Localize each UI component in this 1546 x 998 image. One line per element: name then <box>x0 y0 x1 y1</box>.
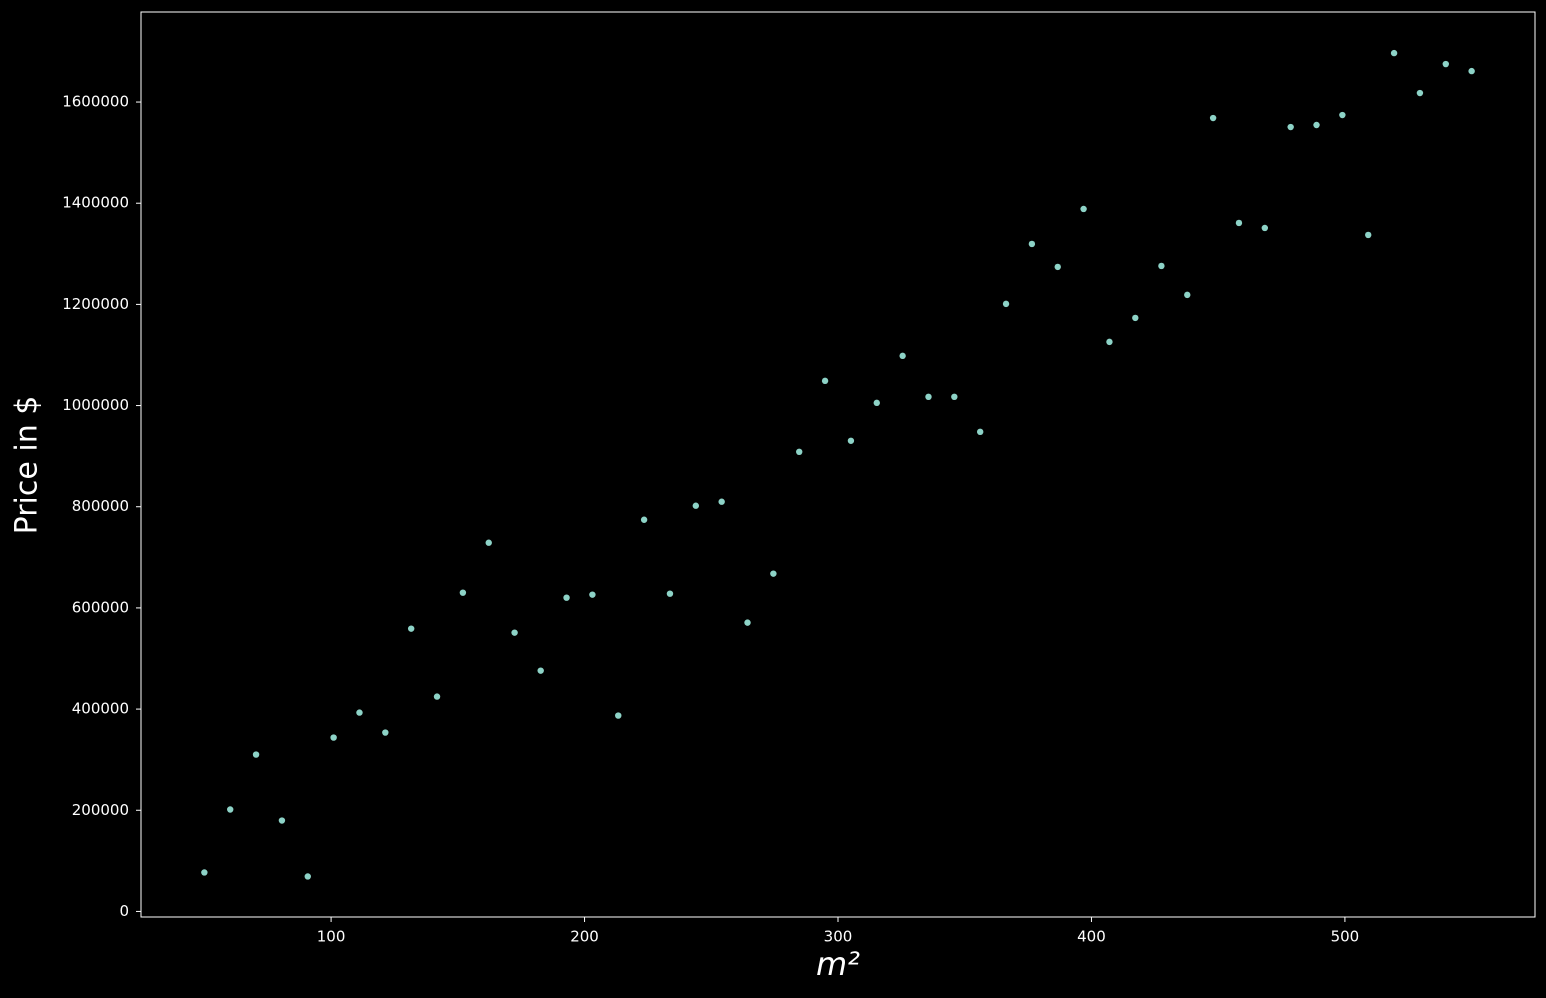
point <box>1365 231 1372 239</box>
plot-frame <box>140 11 1536 918</box>
point <box>873 399 880 407</box>
y-tick-label: 1600000 <box>62 93 129 111</box>
point <box>1106 338 1113 346</box>
point <box>666 590 674 597</box>
x-tick-label: 400 <box>1077 928 1106 946</box>
point <box>847 437 855 444</box>
point <box>227 806 234 813</box>
x-tick-label: 200 <box>570 928 599 946</box>
point <box>1442 60 1449 68</box>
point <box>1028 240 1036 248</box>
point <box>1313 121 1320 129</box>
y-axis-label: Price in $ <box>10 396 45 535</box>
y-tick-label: 0 <box>119 902 129 920</box>
point <box>304 873 311 880</box>
point <box>485 539 492 546</box>
y-tick-label: 200000 <box>72 801 129 819</box>
point <box>1261 224 1269 232</box>
point <box>537 667 544 674</box>
y-tick-label: 800000 <box>72 497 129 515</box>
x-tick-label: 300 <box>824 928 853 946</box>
point <box>201 869 208 876</box>
point <box>1054 263 1061 271</box>
point <box>951 393 958 401</box>
point <box>899 352 906 360</box>
y-tick-label: 600000 <box>72 598 129 616</box>
x-tick-label: 100 <box>317 928 346 946</box>
point <box>976 428 984 436</box>
y-tick-label: 1200000 <box>62 295 129 313</box>
point <box>925 393 932 401</box>
point <box>1339 111 1346 119</box>
y-tick-label: 1400000 <box>62 194 129 212</box>
point <box>1209 114 1217 122</box>
point <box>330 734 337 741</box>
point <box>563 594 570 601</box>
point <box>459 589 467 596</box>
point <box>278 817 286 824</box>
x-tick-label: 500 <box>1331 928 1360 946</box>
point <box>615 712 622 719</box>
point <box>821 377 829 385</box>
y-tick-label: 1000000 <box>62 396 129 414</box>
point <box>407 625 415 632</box>
point <box>589 591 596 598</box>
point <box>1468 67 1475 75</box>
point <box>1080 205 1087 213</box>
point <box>640 516 648 523</box>
y-tick-label: 400000 <box>72 700 129 718</box>
point <box>744 619 751 626</box>
point <box>1416 89 1424 97</box>
point <box>433 693 441 700</box>
point <box>511 629 518 636</box>
point <box>692 502 700 509</box>
point <box>718 498 725 505</box>
point <box>1390 49 1398 57</box>
x-axis-label: m² <box>816 945 860 983</box>
point <box>252 751 260 758</box>
point <box>1132 314 1139 322</box>
point <box>1184 291 1191 299</box>
point <box>770 570 777 577</box>
point <box>1287 123 1294 131</box>
point <box>1002 300 1010 308</box>
point <box>1235 219 1243 227</box>
point <box>796 448 803 456</box>
point <box>382 729 389 736</box>
point <box>1158 262 1165 270</box>
point <box>356 709 363 716</box>
